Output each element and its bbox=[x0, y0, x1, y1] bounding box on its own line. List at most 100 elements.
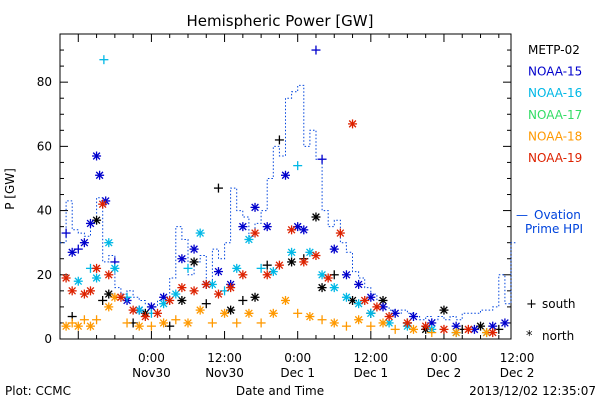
north-marker bbox=[299, 257, 309, 267]
north-marker bbox=[79, 289, 89, 299]
north-marker bbox=[366, 292, 376, 302]
x-tick-label-date: Nov30 bbox=[205, 366, 244, 380]
south-marker bbox=[366, 321, 376, 331]
legend-entry: NOAA-15 bbox=[528, 65, 582, 79]
south-marker bbox=[183, 263, 193, 273]
north-marker bbox=[250, 202, 260, 212]
north-marker bbox=[281, 170, 290, 180]
south-marker bbox=[293, 161, 303, 171]
y-axis-label: P [GW] bbox=[3, 168, 17, 210]
north-marker bbox=[335, 228, 345, 238]
y-tick-label: 80 bbox=[37, 75, 52, 89]
north-marker bbox=[287, 225, 297, 235]
north-marker bbox=[488, 328, 498, 338]
south-marker bbox=[99, 55, 109, 65]
legend-marker-label: north bbox=[542, 329, 574, 343]
south-marker bbox=[390, 324, 400, 334]
north-marker bbox=[274, 260, 284, 270]
plot-frame bbox=[59, 33, 512, 340]
legend: METP-02 NOAA-15 NOAA-16 NOAA-17 NOAA-18 NOAA-… bbox=[516, 43, 583, 344]
north-marker bbox=[250, 292, 260, 302]
chart-title: Hemispheric Power [GW] bbox=[187, 12, 374, 30]
south-marker bbox=[61, 228, 71, 238]
legend-entry: NOAA-17 bbox=[528, 108, 582, 122]
north-marker bbox=[348, 119, 358, 129]
north-marker bbox=[421, 321, 431, 331]
north-marker bbox=[451, 328, 461, 338]
x-tick-label-date: Dec 2 bbox=[427, 366, 462, 380]
north-marker bbox=[159, 318, 169, 328]
south-marker bbox=[317, 315, 327, 325]
north-marker bbox=[500, 318, 510, 328]
north-marker bbox=[232, 263, 242, 273]
north-marker bbox=[220, 308, 230, 318]
north-marker bbox=[85, 286, 95, 296]
legend-marker-label: south bbox=[542, 297, 576, 311]
south-marker bbox=[293, 308, 303, 318]
south-marker bbox=[238, 295, 248, 305]
north-marker bbox=[226, 283, 236, 293]
south-marker bbox=[201, 299, 211, 309]
y-tick-label: 20 bbox=[37, 268, 52, 282]
north-marker bbox=[79, 238, 89, 248]
north-marker bbox=[177, 295, 187, 305]
legend-entry: NOAA-19 bbox=[528, 151, 582, 165]
south-marker bbox=[146, 321, 156, 331]
north-marker bbox=[463, 324, 473, 334]
south-marker bbox=[341, 321, 351, 331]
north-marker bbox=[92, 151, 102, 161]
north-marker bbox=[408, 324, 418, 334]
north-marker bbox=[153, 308, 163, 318]
legend-entry: METP-02 bbox=[528, 43, 580, 57]
y-tick-label: 40 bbox=[37, 204, 52, 218]
x-tick-label-date: Nov30 bbox=[132, 366, 171, 380]
legend-ovation-label: Ovation bbox=[534, 208, 581, 222]
north-marker bbox=[250, 228, 260, 238]
south-marker bbox=[207, 318, 217, 328]
x-tick-label-time: 12:00 bbox=[207, 351, 242, 365]
north-marker bbox=[378, 318, 388, 328]
y-tick-label: 60 bbox=[37, 139, 52, 153]
north-marker bbox=[378, 302, 388, 312]
legend-entry: NOAA-18 bbox=[528, 129, 582, 143]
north-marker bbox=[165, 295, 175, 305]
south-marker bbox=[427, 328, 437, 338]
north-marker bbox=[238, 270, 248, 280]
south-marker bbox=[311, 45, 321, 55]
legend-marker-symbol: * bbox=[526, 329, 533, 344]
north-marker bbox=[329, 318, 339, 328]
north-marker bbox=[171, 289, 181, 299]
north-marker bbox=[92, 273, 102, 283]
south-marker bbox=[122, 318, 132, 328]
x-tick-label-time: 0:00 bbox=[138, 351, 165, 365]
north-marker bbox=[408, 312, 418, 322]
north-marker bbox=[372, 302, 382, 312]
north-marker bbox=[110, 263, 120, 273]
north-marker bbox=[354, 279, 364, 289]
north-marker bbox=[287, 247, 297, 257]
north-marker bbox=[213, 267, 223, 277]
x-tick-label-date: Dec 2 bbox=[500, 366, 535, 380]
south-marker bbox=[73, 244, 83, 254]
north-marker bbox=[189, 244, 199, 254]
north-marker bbox=[366, 308, 376, 318]
north-marker bbox=[262, 270, 272, 280]
north-marker bbox=[341, 292, 351, 302]
north-marker bbox=[439, 305, 449, 315]
north-marker bbox=[85, 218, 95, 228]
legend-ovation-label-2: Prime HPI bbox=[525, 222, 583, 236]
south-marker bbox=[171, 315, 181, 325]
north-marker bbox=[73, 276, 83, 286]
x-axis-label: Date and Time bbox=[236, 384, 324, 398]
north-marker bbox=[213, 289, 223, 299]
north-marker bbox=[305, 312, 315, 322]
south-marker bbox=[92, 315, 102, 325]
north-marker bbox=[95, 170, 105, 180]
north-marker bbox=[116, 292, 126, 302]
north-marker bbox=[177, 254, 187, 264]
north-marker bbox=[140, 312, 150, 322]
x-tick-label-time: 12:00 bbox=[354, 351, 389, 365]
north-marker bbox=[262, 222, 272, 232]
north-marker bbox=[244, 234, 254, 244]
